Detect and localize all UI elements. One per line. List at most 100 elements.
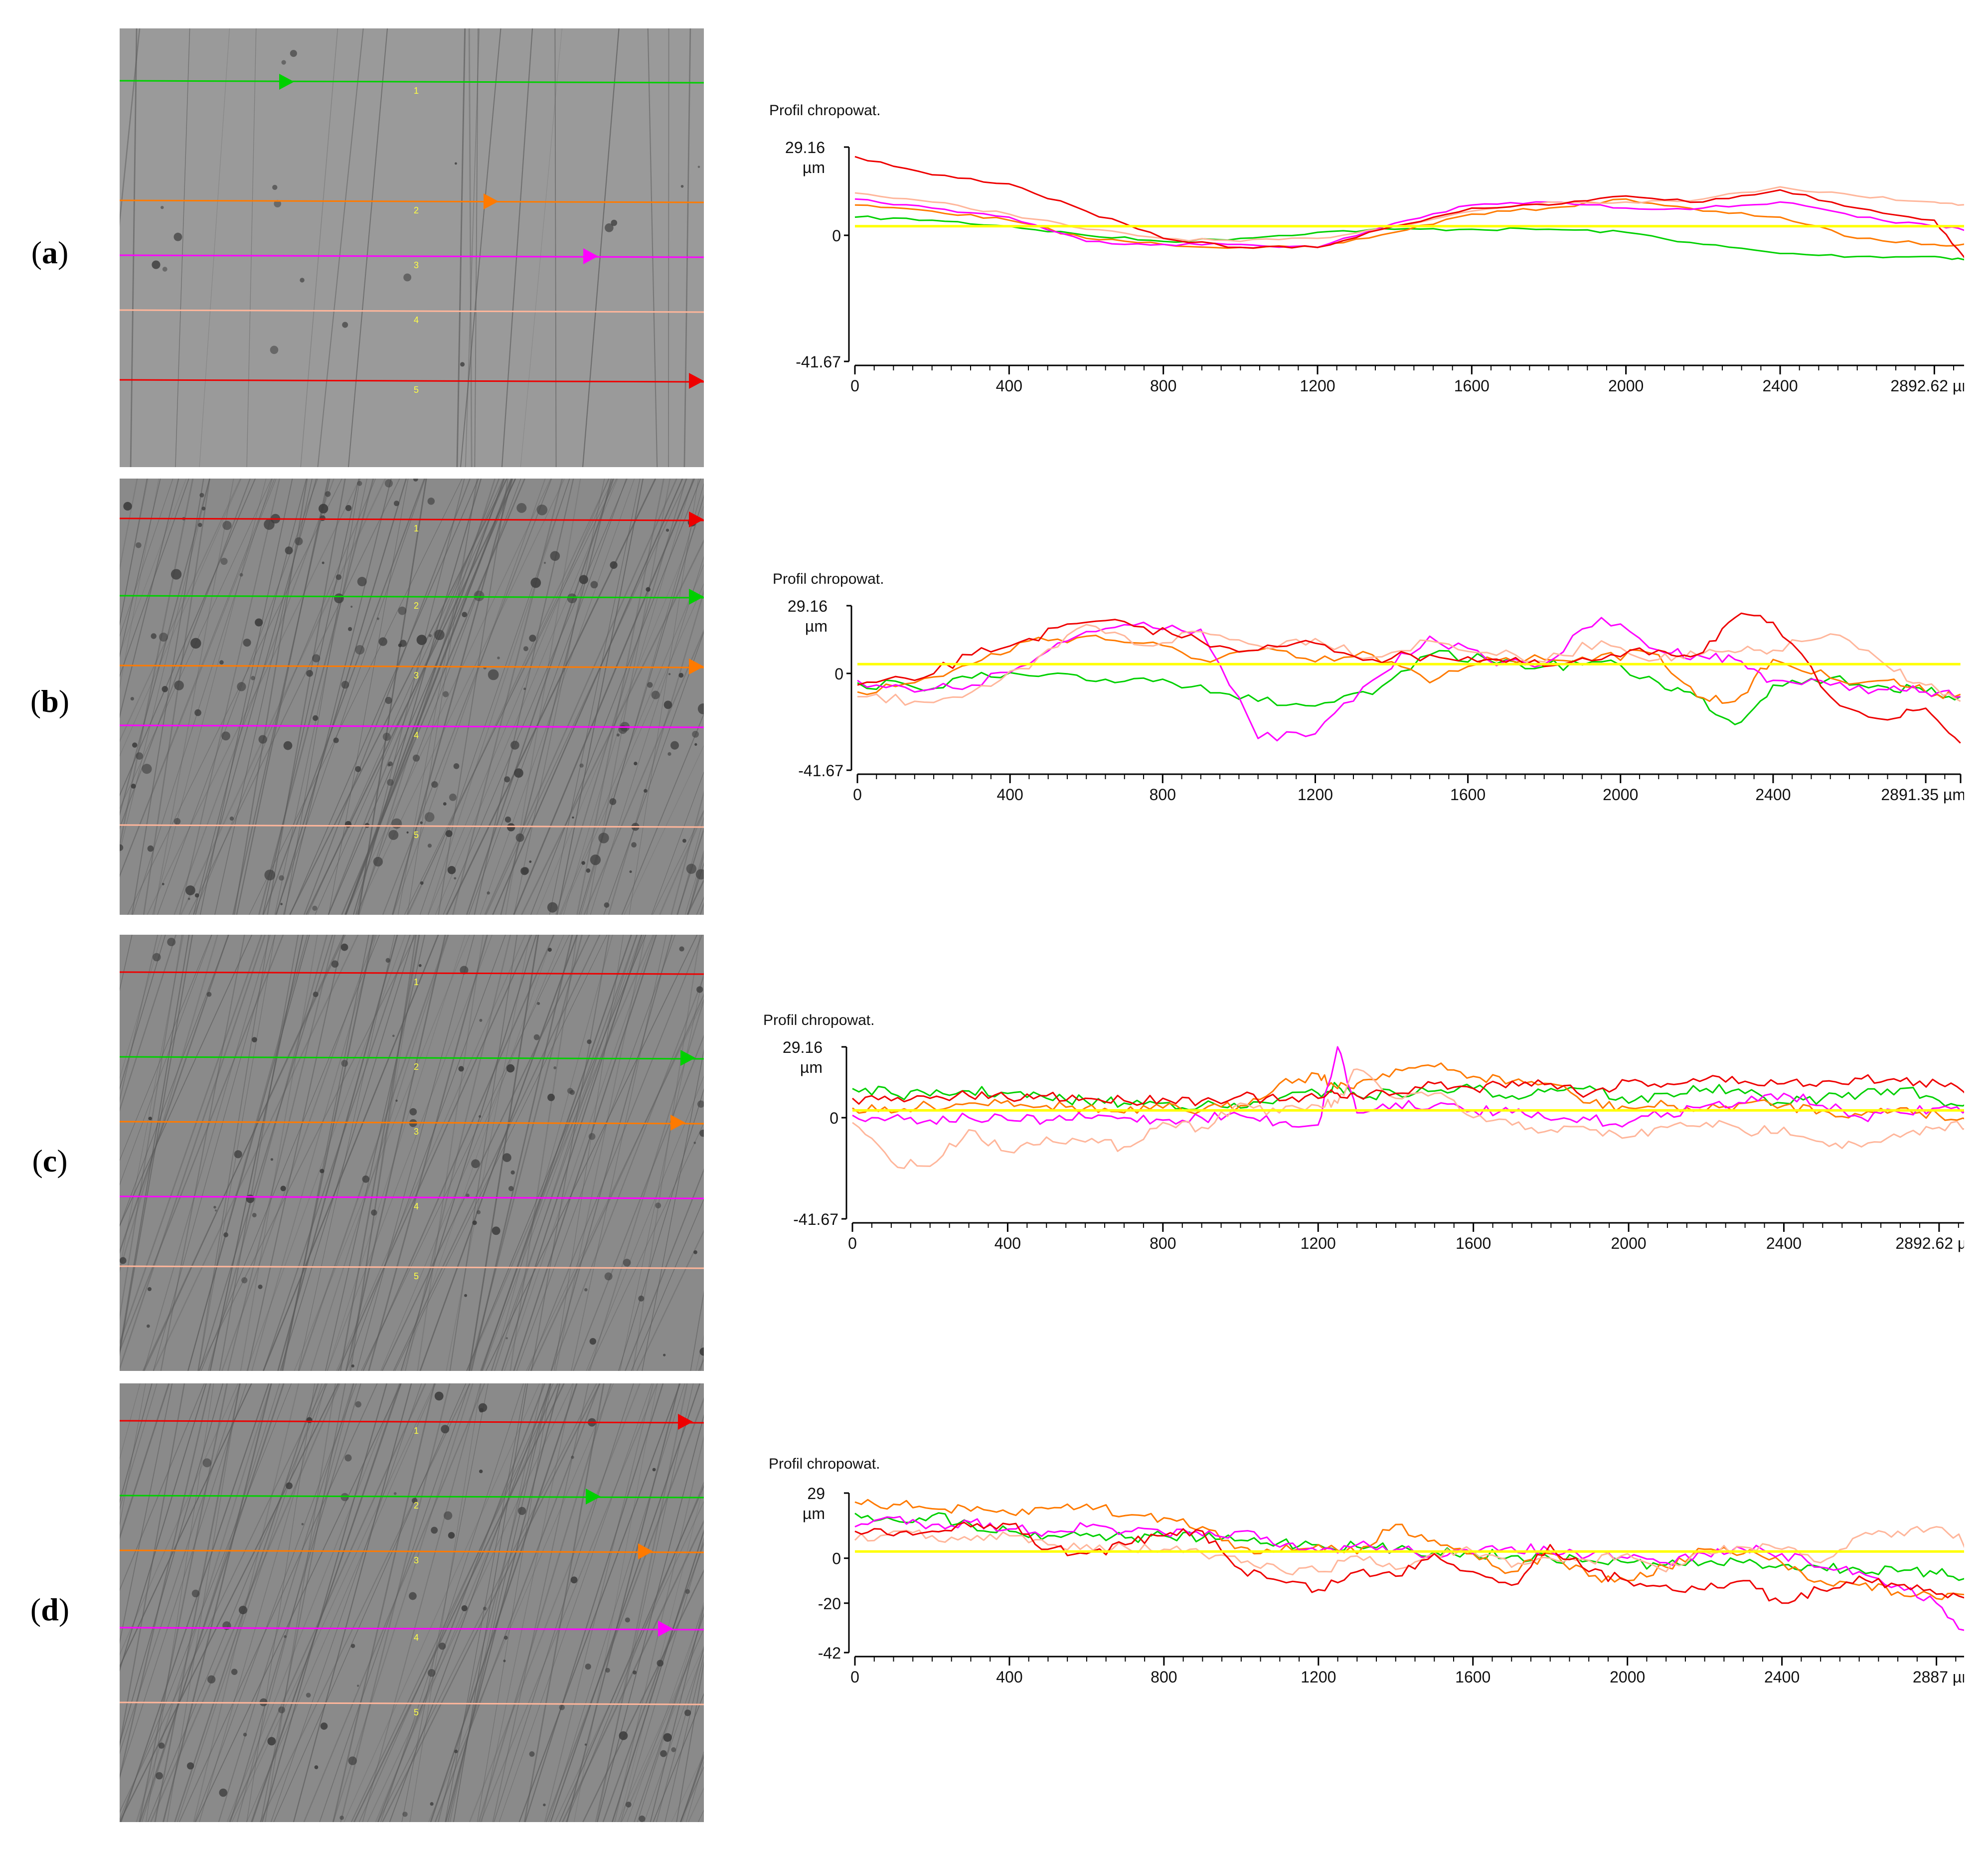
surface-scratch: [233, 479, 308, 915]
surface-pit: [686, 863, 697, 874]
y-unit-label: µm: [803, 159, 825, 176]
surface-scratch: [377, 1383, 597, 1822]
surface-scratch: [603, 631, 704, 915]
surface-scratch: [676, 1660, 704, 1822]
y-unit-label: µm: [805, 617, 828, 635]
surface-scratch: [293, 1383, 412, 1822]
surface-pit: [412, 1498, 418, 1504]
surface-pit: [605, 223, 614, 232]
surface-scratch: [130, 28, 138, 467]
surface-scratch: [143, 935, 271, 1371]
surface-scratch: [438, 1383, 550, 1822]
surface-pit: [312, 654, 321, 663]
surface-pit: [371, 1209, 377, 1216]
surface-scratch: [382, 479, 552, 915]
surface-pit: [148, 1117, 152, 1121]
surface-scratch: [397, 479, 479, 915]
surface-pit: [533, 1034, 540, 1040]
surface-pit: [142, 764, 152, 774]
surface-scratch: [620, 971, 704, 1371]
surface-scratch: [246, 28, 257, 467]
surface-scratch: [280, 935, 415, 1371]
scan-line-arrow: [586, 1489, 601, 1505]
y-unit-label: µm: [800, 1058, 823, 1076]
surface-scratch: [621, 712, 704, 915]
y-mid-label: -20: [818, 1595, 841, 1613]
scan-line-arrow: [583, 248, 598, 264]
surface-pit: [198, 522, 202, 527]
surface-scratch: [500, 479, 612, 915]
surface-scratch: [120, 935, 229, 1254]
surface-scratch: [588, 1122, 704, 1371]
x-tick-label: 400: [994, 1234, 1021, 1252]
surface-scratch: [652, 810, 704, 915]
surface-pit: [152, 260, 161, 269]
surface-scratch: [120, 935, 212, 1185]
surface-pit: [185, 885, 195, 895]
surface-pit: [447, 866, 456, 874]
surface-scratch: [402, 935, 554, 1371]
surface-scratch: [563, 479, 693, 915]
surface-pit: [387, 763, 391, 767]
surface-pit: [444, 1511, 453, 1520]
surface-scratch: [150, 1383, 340, 1822]
surface-scratch: [307, 479, 504, 915]
surface-pit: [523, 646, 528, 652]
micrograph-image: 1 2 3 4 5: [120, 1383, 704, 1822]
surface-pit: [320, 1169, 325, 1174]
surface-scratch: [120, 479, 272, 810]
surface-pit: [478, 1403, 488, 1412]
surface-scratch: [271, 1383, 422, 1822]
surface-scratch: [480, 479, 635, 915]
surface-pit: [147, 1324, 150, 1328]
surface-scratch: [627, 1605, 704, 1822]
surface-scratch: [332, 1383, 436, 1822]
y-bottom-label: -42: [818, 1644, 841, 1662]
surface-scratch: [152, 479, 267, 915]
surface-scratch: [625, 1168, 704, 1371]
surface-scratch: [362, 935, 555, 1371]
surface-scratch: [428, 479, 609, 915]
surface-pit: [572, 816, 574, 819]
surface-pit: [186, 1762, 194, 1770]
surface-scratch: [634, 1613, 704, 1822]
surface-scratch: [362, 1383, 481, 1822]
surface-scratch: [597, 1414, 704, 1822]
surface-pit: [483, 1607, 487, 1611]
surface-scratch: [120, 479, 210, 853]
surface-scratch: [583, 629, 704, 915]
surface-scratch: [573, 1383, 658, 1822]
surface-pit: [202, 1458, 212, 1468]
surface-scratch: [163, 1383, 272, 1822]
surface-pit: [331, 960, 339, 968]
scan-line: [120, 80, 704, 84]
scan-line-number: 4: [414, 730, 419, 740]
surface-pit: [239, 573, 243, 577]
surface-scratch: [262, 935, 439, 1371]
surface-pit: [376, 617, 379, 620]
surface-pit: [466, 1193, 470, 1197]
series-red: [854, 156, 1964, 259]
surface-pit: [147, 845, 154, 852]
roughness-chart: Profil chropowat. 29.16 µm 0 -41.67 0 400 800 1…: [758, 571, 1964, 850]
surface-scratch: [478, 1383, 612, 1822]
surface-pit: [281, 60, 286, 65]
surface-scratch: [548, 1383, 685, 1822]
surface-pit: [267, 1737, 276, 1746]
surface-scratch: [380, 1383, 524, 1822]
surface-pit: [283, 741, 293, 750]
surface-scratch: [347, 28, 388, 467]
micrograph-svg: 1 2 3 4 5: [120, 28, 704, 467]
surface-pit: [584, 1288, 588, 1292]
surface-pit: [123, 502, 132, 511]
surface-scratch: [339, 1383, 451, 1822]
surface-scratch: [120, 935, 183, 1321]
surface-pit: [610, 561, 618, 569]
surface-scratch: [120, 1383, 326, 1814]
y-bottom-label: -41.67: [793, 1210, 838, 1228]
surface-scratch: [120, 479, 161, 658]
scan-line-number: 4: [414, 1633, 419, 1643]
surface-scratch: [231, 1383, 435, 1822]
surface-scratch: [492, 479, 683, 915]
surface-pit: [378, 637, 387, 646]
